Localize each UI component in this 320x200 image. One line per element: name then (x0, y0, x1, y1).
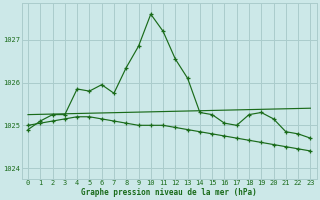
X-axis label: Graphe pression niveau de la mer (hPa): Graphe pression niveau de la mer (hPa) (81, 188, 257, 197)
